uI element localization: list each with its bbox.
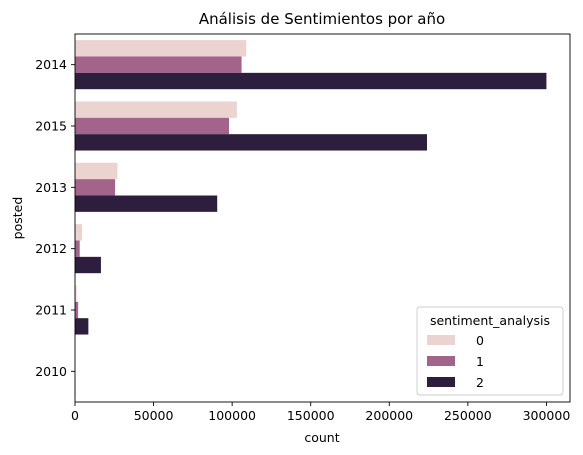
bar-2012-series-1 — [75, 240, 80, 257]
legend-title: sentiment_analysis — [430, 313, 550, 328]
y-tick-label-2013: 2013 — [35, 180, 67, 195]
bar-2015-series-0 — [75, 101, 237, 118]
bar-2013-series-2 — [75, 195, 218, 212]
bar-2013-series-1 — [75, 179, 116, 196]
x-axis: 0 50000 100000 150000 200000 250000 300000 — [71, 402, 570, 423]
bar-2011-series-1 — [75, 301, 79, 319]
x-axis-label: count — [304, 430, 339, 445]
y-axis: 2014 2015 2013 2012 2011 2010 — [35, 57, 75, 379]
bar-2014-series-2 — [75, 72, 547, 90]
y-tick-label-2010: 2010 — [35, 364, 67, 379]
x-tick-label-50000: 50000 — [134, 408, 174, 423]
y-tick-label-2014: 2014 — [35, 57, 67, 72]
y-axis-label: posted — [10, 197, 25, 240]
x-tick-label-150000: 150000 — [287, 408, 335, 423]
x-tick-label-100000: 100000 — [208, 408, 256, 423]
bar-2014-series-1 — [75, 56, 242, 73]
bar-2012-series-0 — [75, 224, 83, 241]
chart-title: Análisis de Sentimientos por año — [199, 10, 445, 28]
legend-swatch-1 — [427, 356, 455, 366]
legend-box — [416, 306, 564, 396]
x-tick-label-250000: 250000 — [444, 408, 492, 423]
legend-swatch-0 — [427, 335, 455, 345]
bar-2013-series-0 — [75, 162, 118, 180]
x-tick-label-300000: 300000 — [523, 408, 571, 423]
bar-2011-series-0 — [75, 285, 77, 302]
legend-label-2: 2 — [476, 375, 484, 390]
bar-2011-series-2 — [75, 318, 89, 335]
y-tick-label-2015: 2015 — [35, 119, 67, 134]
y-tick-label-2012: 2012 — [35, 241, 67, 256]
bar-2012-series-2 — [75, 256, 101, 274]
legend-swatch-2 — [427, 377, 455, 387]
bar-2015-series-1 — [75, 117, 229, 135]
bars-layer — [75, 40, 547, 396]
y-tick-label-2011: 2011 — [35, 303, 67, 318]
plot-frame — [74, 33, 571, 403]
x-tick-label-200000: 200000 — [365, 408, 413, 423]
bar-2014-series-0 — [75, 40, 247, 57]
legend-label-1: 1 — [476, 354, 484, 369]
legend-label-0: 0 — [476, 333, 484, 348]
x-tick-label-0: 0 — [71, 408, 79, 423]
bar-2015-series-2 — [75, 134, 427, 151]
legend: sentiment_analysis 0 1 2 — [416, 306, 564, 396]
